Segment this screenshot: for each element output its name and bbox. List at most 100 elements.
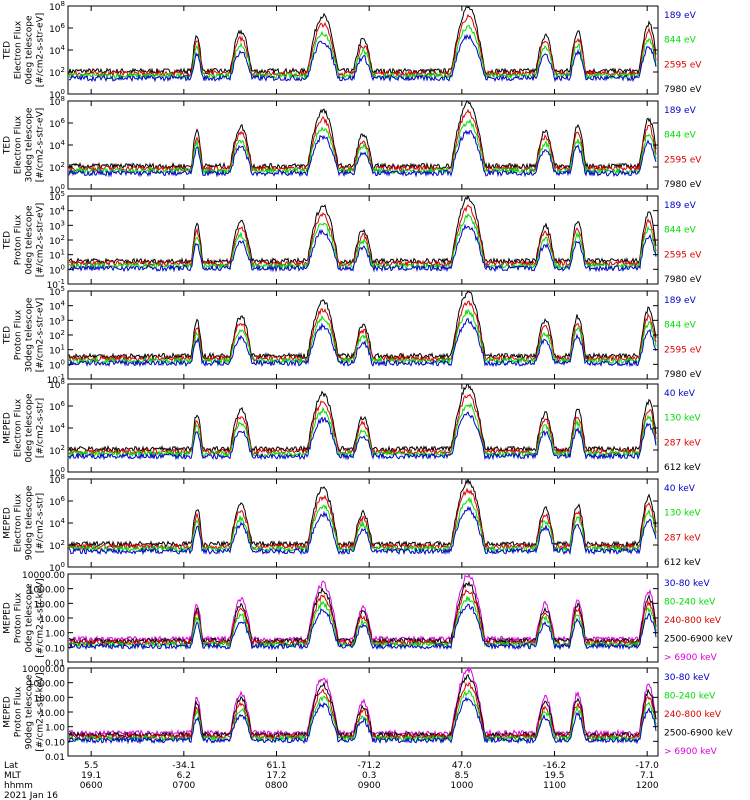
x-tick-hhmm: 0600 [80, 781, 103, 791]
legend-entry: 2595 eV [664, 250, 702, 260]
series-trace [68, 100, 657, 171]
legend-entry: 612 keV [664, 463, 701, 473]
y-tick-label: 106 [49, 495, 65, 508]
y-tick-label: 0.01 [45, 659, 65, 669]
series-trace [68, 696, 657, 745]
series-trace [68, 402, 657, 459]
legend-entry: 7980 eV [664, 85, 702, 95]
legend-entry: 40 keV [664, 389, 696, 399]
y-tick-label: 105 [49, 285, 65, 298]
y-tick-label: 102 [49, 234, 65, 247]
series-trace [68, 194, 657, 266]
series-trace [68, 383, 657, 454]
y-tick-label: 102 [49, 161, 65, 174]
legend-entry: 7980 eV [664, 275, 702, 285]
series-trace [68, 411, 657, 461]
legend-entry: 287 keV [664, 533, 701, 543]
panel-7: 0.01 0.10 1.00 10.00 100.00 1000.00 10000.00ME… [3, 571, 734, 669]
y-tick-label: 10000.00 [22, 665, 65, 675]
series-trace [68, 33, 657, 83]
x-tick-mlt: 19.1 [81, 771, 101, 781]
series-trace [68, 666, 657, 738]
legend-entry: 2595 eV [664, 60, 702, 70]
series-trace [68, 603, 657, 651]
y-axis-label: MEPEDElectron Flux0deg telescope[#/cm2-s… [3, 393, 46, 463]
y-tick-label: 104 [49, 205, 65, 218]
y-tick-label: 103 [49, 219, 65, 232]
y-tick-label: 1.00 [45, 724, 65, 734]
series-trace [68, 573, 657, 644]
y-tick-label: 10000.00 [22, 571, 65, 581]
y-axis-label: MEPEDProton Flux90deg telescope[#/cm2-s-… [3, 672, 46, 751]
y-axis-label: TEDElectron Flux0deg telescope[#/cm2-s-s… [3, 13, 46, 88]
date-label: 2021 Jan 16 [4, 791, 58, 800]
series-trace [68, 393, 657, 456]
series-trace [68, 204, 657, 268]
x-tick-hhmm: 0700 [172, 781, 195, 791]
x-tick-mlt: 7.1 [640, 771, 654, 781]
legend-entry: 80-240 keV [664, 598, 716, 608]
legend-entry: 7980 eV [664, 370, 702, 380]
y-tick-label: 104 [49, 517, 65, 530]
legend-entry: 240-800 keV [664, 616, 722, 626]
y-tick-label: 104 [49, 300, 65, 313]
series-trace [68, 290, 657, 361]
series-trace [68, 24, 657, 81]
y-tick-label: 10.00 [39, 615, 65, 625]
panel-frame [67, 383, 659, 473]
y-tick-label: 100.00 [34, 694, 66, 704]
y-tick-label: 1.00 [45, 630, 65, 640]
panel-frame [67, 100, 659, 190]
y-tick-label: 104 [49, 422, 65, 435]
y-tick-label: 106 [49, 22, 65, 35]
series-trace [68, 580, 657, 646]
y-tick-label: 100 [49, 358, 65, 371]
x-tick-mlt: 0.3 [362, 771, 376, 781]
y-tick-label: 104 [49, 44, 65, 57]
series-trace [68, 300, 657, 363]
x-tick-lat: -17.0 [636, 761, 660, 771]
legend-entry: > 6900 keV [664, 653, 718, 663]
legend-entry: 844 eV [664, 36, 697, 46]
y-tick-label: 101 [49, 249, 65, 262]
series-trace [68, 13, 657, 78]
series-trace [68, 213, 657, 271]
x-tick-hhmm: 0900 [358, 781, 381, 791]
x-tick-hhmm: 0800 [265, 781, 288, 791]
y-axis-label: TEDProton Flux30deg telescope[#/cm2-s-st… [3, 297, 46, 372]
y-tick-label: 102 [49, 66, 65, 79]
legend-entry: 80-240 keV [664, 692, 716, 702]
x-row-label: hhmm [4, 781, 33, 791]
y-tick-label: 101 [49, 344, 65, 357]
legend-entry: 287 keV [664, 438, 701, 448]
panel-8: 0.01 0.10 1.00 10.00 100.00 1000.00 10000.00ME… [3, 665, 734, 763]
legend-entry: 189 eV [664, 106, 697, 116]
legend-entry: 2595 eV [664, 155, 702, 165]
legend-entry: 2595 eV [664, 345, 702, 355]
legend-entry: 130 keV [664, 509, 701, 519]
x-tick-hhmm: 1200 [636, 781, 659, 791]
series-trace [68, 118, 657, 176]
y-tick-label: 102 [49, 444, 65, 457]
legend-entry: 189 eV [664, 11, 697, 21]
legend-entry: 189 eV [664, 201, 697, 211]
series-trace [68, 673, 657, 740]
legend-entry: > 6900 keV [664, 747, 718, 757]
series-trace [68, 6, 657, 76]
y-tick-label: 10-1 [47, 373, 65, 386]
y-tick-label: 104 [49, 139, 65, 152]
y-tick-label: 0.10 [45, 738, 65, 748]
x-tick-mlt: 17.2 [266, 771, 286, 781]
panel-frame [67, 667, 659, 757]
y-tick-label: 100 [49, 183, 65, 196]
y-tick-label: 108 [49, 473, 65, 486]
series-trace [69, 496, 657, 554]
legend-entry: 612 keV [664, 558, 701, 568]
series-trace [68, 129, 657, 178]
legend-entry: 189 eV [664, 296, 697, 306]
